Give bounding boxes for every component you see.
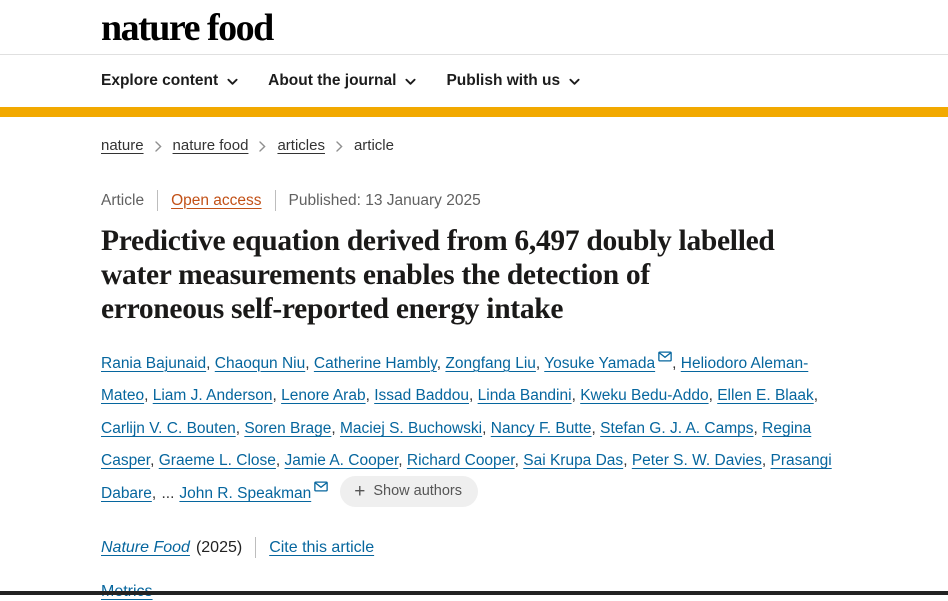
author-separator: ,: [206, 354, 215, 372]
cite-this-article-link[interactable]: Cite this article: [269, 538, 375, 556]
published-date: Published: 13 January 2025: [288, 191, 481, 209]
journal-logo[interactable]: nature food: [101, 7, 274, 49]
author-separator: ,: [571, 387, 581, 405]
article-type-label: Article: [101, 191, 145, 209]
breadcrumb-link-nature-food[interactable]: nature food: [172, 137, 249, 154]
author-separator: ,: [305, 354, 314, 372]
author-link[interactable]: Kweku Bedu-Addo: [580, 387, 709, 405]
author-link[interactable]: Peter S. W. Davies: [631, 452, 762, 470]
breadcrumb-current-page: article: [353, 137, 394, 154]
author-separator: ,: [535, 354, 545, 372]
author-separator: ,: [331, 419, 340, 437]
author-separator: ,: [398, 452, 407, 470]
author-separator: ,: [365, 387, 375, 405]
author-separator: ,: [482, 419, 491, 437]
author-separator: ,: [151, 484, 161, 502]
breadcrumb-separator-icon: [336, 140, 343, 152]
article-title-line: Predictive equation derived from 6,497 d…: [101, 225, 775, 257]
breadcrumb-link-nature[interactable]: nature: [101, 137, 144, 154]
plus-icon: +: [354, 480, 366, 502]
author-link[interactable]: Ellen E. Blaak: [717, 387, 814, 405]
author-separator: ,: [753, 419, 763, 437]
author-link[interactable]: Lenore Arab: [281, 387, 366, 405]
nav-item-publish-with-us[interactable]: Publish with us: [446, 72, 580, 90]
breadcrumb-separator-icon: [259, 140, 267, 152]
site-header: nature food: [0, 0, 948, 55]
author-separator: ,: [813, 387, 819, 405]
author-separator: ,: [591, 419, 601, 437]
author-separator: ,: [761, 452, 771, 470]
author-separator: ,: [708, 387, 718, 405]
author-separator: ,: [144, 387, 153, 405]
email-icon[interactable]: [314, 481, 328, 492]
brand-accent-bar: [0, 107, 948, 117]
author-separator: ,: [514, 452, 524, 470]
author-link[interactable]: Nancy F. Butte: [490, 419, 592, 437]
citation-line: Nature Food (2025) Cite this article: [101, 537, 863, 559]
author-separator: ,: [150, 452, 159, 470]
author-separator: ,: [235, 419, 245, 437]
author-link[interactable]: Issad Baddou: [374, 387, 469, 405]
authors-ellipsis: ...: [161, 484, 175, 502]
author-link[interactable]: Richard Cooper: [406, 452, 515, 470]
author-link[interactable]: Zongfang Liu: [445, 354, 536, 372]
next-section-edge: [0, 591, 948, 595]
breadcrumb-separator-icon: [154, 140, 162, 152]
author-link[interactable]: Yosuke Yamada: [544, 354, 656, 372]
author-link[interactable]: Heliodoro Aleman-Mateo: [101, 354, 809, 405]
show-authors-label: Show authors: [373, 483, 462, 500]
journal-link[interactable]: Nature Food: [101, 538, 190, 556]
divider-pipe: [274, 190, 276, 211]
author-link[interactable]: Liam J. Anderson: [152, 387, 273, 405]
author-list: Rania Bajunaid, Chaoqun Niu, Catherine H…: [101, 348, 849, 511]
show-authors-button[interactable]: + Show authors: [340, 476, 478, 508]
author-separator: ,: [672, 354, 681, 372]
article-page: nature nature food articles article Article…: [0, 137, 948, 601]
author-separator: ,: [469, 387, 478, 405]
author-separator: ,: [436, 354, 446, 372]
author-link[interactable]: Sai Krupa Das: [523, 452, 624, 470]
main-nav: Explore content About the journal Publish …: [0, 55, 948, 107]
email-icon[interactable]: [658, 351, 672, 362]
citation-year: (2025): [195, 538, 243, 556]
nav-item-label: Publish with us: [446, 72, 561, 89]
nav-item-label: Explore content: [101, 72, 219, 89]
chevron-down-icon: [405, 78, 416, 85]
breadcrumb-link-articles[interactable]: articles: [277, 137, 325, 154]
nav-item-label: About the journal: [268, 72, 397, 89]
breadcrumb: nature nature food articles article: [101, 137, 863, 154]
author-link[interactable]: Catherine Hambly: [313, 354, 437, 372]
author-link[interactable]: Linda Bandini: [477, 387, 572, 405]
article-title: Predictive equation derived from 6,497 d…: [101, 224, 871, 327]
author-link[interactable]: Maciej S. Buchowski: [339, 419, 483, 437]
divider-pipe: [157, 190, 159, 211]
open-access-link[interactable]: Open access: [171, 191, 262, 209]
author-link[interactable]: Jamie A. Cooper: [284, 452, 399, 470]
chevron-down-icon: [569, 78, 580, 85]
author-separator: ,: [275, 452, 285, 470]
author-link[interactable]: Soren Brage: [244, 419, 332, 437]
author-separator: ,: [272, 387, 282, 405]
nav-item-explore-content[interactable]: Explore content: [101, 72, 238, 90]
author-link[interactable]: Regina Casper: [101, 419, 812, 470]
author-link[interactable]: Carlijn V. C. Bouten: [101, 419, 236, 437]
article-title-line: water measurements enables the detection…: [101, 259, 650, 292]
author-link[interactable]: Prasangi Dabare: [101, 452, 832, 502]
author-link[interactable]: Graeme L. Close: [158, 452, 276, 470]
divider-pipe: [255, 537, 257, 559]
author-link[interactable]: Stefan G. J. A. Camps: [600, 419, 754, 437]
nav-item-about-the-journal[interactable]: About the journal: [268, 72, 416, 90]
article-meta: Article Open access Published: 13 Januar…: [101, 190, 863, 211]
author-link[interactable]: Chaoqun Niu: [214, 354, 306, 372]
author-link[interactable]: John R. Speakman: [179, 484, 312, 502]
chevron-down-icon: [227, 78, 238, 85]
author-link[interactable]: Rania Bajunaid: [101, 354, 207, 372]
article-title-line: erroneous self-reported energy intake: [101, 293, 564, 326]
author-separator: ,: [623, 452, 632, 470]
